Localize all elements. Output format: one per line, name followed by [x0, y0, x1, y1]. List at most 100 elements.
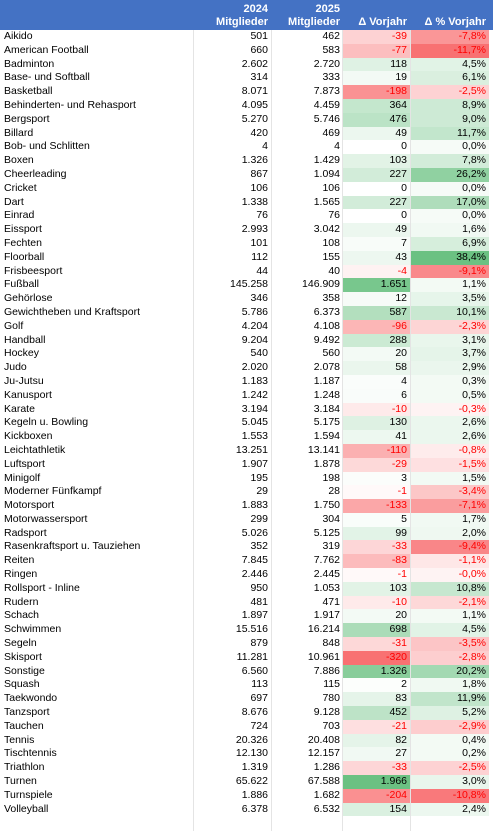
sport-name: Gewichtheben und Kraftsport: [4, 305, 140, 318]
column-divider: [271, 30, 272, 831]
sport-name: Taekwondo: [4, 692, 58, 705]
delta-value: 0: [343, 140, 410, 155]
table-row: Schwimmen 15.516 16.214 698 4,5%: [0, 623, 493, 638]
sport-name: Cheerleading: [4, 167, 67, 180]
members-2024: 29: [256, 485, 268, 498]
sport-name: Motorsport: [4, 499, 55, 512]
sport-name: Turnen: [4, 775, 37, 788]
delta-value: -10: [343, 402, 410, 417]
delta-value: -39: [343, 30, 410, 44]
delta-value: 118: [343, 57, 410, 72]
delta-value: -204: [343, 788, 410, 803]
sport-name: Minigolf: [4, 471, 41, 484]
table-row: Rudern 481 471 -10 -2,1%: [0, 595, 493, 610]
members-2024: 4.095: [241, 98, 268, 111]
sport-name: Sonstige: [4, 664, 45, 677]
header-year-2024: 2024: [243, 3, 268, 15]
sport-name: Einrad: [4, 209, 35, 222]
column-divider: [410, 30, 411, 831]
table-row: Badminton 2.602 2.720 118 4,5%: [0, 57, 493, 72]
members-2025: 16.214: [307, 623, 340, 636]
delta-percent: 0,0%: [411, 181, 489, 196]
sport-name: Gehörlose: [4, 292, 53, 305]
table-row: Ringen 2.446 2.445 -1 -0,0%: [0, 568, 493, 582]
table-row: Basketball 8.071 7.873 -198 -2,5%: [0, 85, 493, 99]
members-2024: 6.560: [241, 664, 268, 677]
members-2024: 145.258: [230, 278, 268, 291]
delta-percent: 17,0%: [411, 195, 489, 210]
sport-name: Leichtathletik: [4, 443, 66, 456]
delta-percent: 0,0%: [411, 140, 489, 155]
table-row: Eissport 2.993 3.042 49 1,6%: [0, 223, 493, 237]
delta-value: -320: [343, 650, 410, 665]
sport-name: Floorball: [4, 250, 45, 263]
table-row: Fechten 101 108 7 6,9%: [0, 236, 493, 251]
delta-percent: -10,8%: [411, 788, 489, 803]
delta-value: -83: [343, 554, 410, 569]
members-2024: 8.071: [241, 85, 268, 98]
table-row: Hockey 540 560 20 3,7%: [0, 347, 493, 362]
table-row: Tanzsport 8.676 9.128 452 5,2%: [0, 706, 493, 720]
members-2025: 9.492: [313, 333, 340, 346]
sport-name: Eissport: [4, 223, 42, 236]
sport-name: Handball: [4, 333, 46, 346]
members-2024: 481: [250, 595, 268, 608]
members-2025: 13.141: [307, 443, 340, 456]
members-2025: 4.459: [313, 98, 340, 111]
members-2024: 3.194: [241, 402, 268, 415]
table-row: Tauchen 724 703 -21 -2,9%: [0, 719, 493, 734]
delta-value: -110: [343, 443, 410, 458]
table-row: Taekwondo 697 780 83 11,9%: [0, 692, 493, 707]
delta-percent: -1,1%: [411, 554, 489, 569]
delta-value: 27: [343, 747, 410, 762]
table-row: Luftsport 1.907 1.878 -29 -1,5%: [0, 457, 493, 472]
delta-percent: 1,6%: [411, 223, 489, 237]
members-2025: 20.408: [307, 733, 340, 746]
sport-name: Bob- und Schlitten: [4, 140, 90, 153]
table-row: Boxen 1.326 1.429 103 7,8%: [0, 154, 493, 168]
members-2025: 40: [328, 264, 340, 277]
header-members-2025: Mitglieder: [288, 16, 340, 28]
delta-value: -77: [343, 43, 410, 58]
sport-name: Base- und Softball: [4, 71, 90, 84]
delta-percent: 1,7%: [411, 512, 489, 527]
members-2025: 5.175: [313, 416, 340, 429]
members-2024: 4.204: [241, 319, 268, 332]
members-2025: 358: [322, 292, 340, 305]
members-2025: 1.878: [313, 457, 340, 470]
members-2025: 1.682: [313, 788, 340, 801]
members-2024: 101: [250, 236, 268, 249]
sport-name: Karate: [4, 402, 35, 415]
members-2024: 1.242: [241, 388, 268, 401]
members-2024: 15.516: [235, 623, 268, 636]
members-2024: 867: [250, 167, 268, 180]
table-row: Segeln 879 848 -31 -3,5%: [0, 637, 493, 651]
members-2025: 583: [322, 43, 340, 56]
delta-percent: 1,8%: [411, 678, 489, 693]
sport-name: Aikido: [4, 30, 33, 42]
sport-name: Behinderten- und Rehasport: [4, 98, 136, 111]
delta-value: 4: [343, 374, 410, 389]
members-2024: 8.676: [241, 706, 268, 719]
members-2024: 1.907: [241, 457, 268, 470]
members-2025: 319: [322, 540, 340, 553]
delta-percent: 0,4%: [411, 733, 489, 748]
table-row: Cheerleading 867 1.094 227 26,2%: [0, 167, 493, 182]
sport-name: Basketball: [4, 85, 53, 98]
delta-value: -1: [343, 485, 410, 500]
sport-name: Segeln: [4, 637, 37, 650]
delta-percent: -0,0%: [411, 568, 489, 582]
delta-percent: 9,0%: [411, 112, 489, 127]
delta-value: -10: [343, 595, 410, 610]
delta-percent: 26,2%: [411, 167, 489, 182]
members-2025: 4: [334, 140, 340, 153]
delta-percent: 5,2%: [411, 706, 489, 720]
delta-percent: 0,5%: [411, 388, 489, 403]
members-2024: 2.020: [241, 361, 268, 374]
members-2025: 7.762: [313, 554, 340, 567]
delta-percent: 11,7%: [411, 126, 489, 141]
delta-percent: 38,4%: [411, 250, 489, 265]
members-2024: 1.338: [241, 195, 268, 208]
table-row: Aikido 501 462 -39 -7,8%: [0, 30, 493, 44]
sport-name: Skisport: [4, 650, 42, 663]
